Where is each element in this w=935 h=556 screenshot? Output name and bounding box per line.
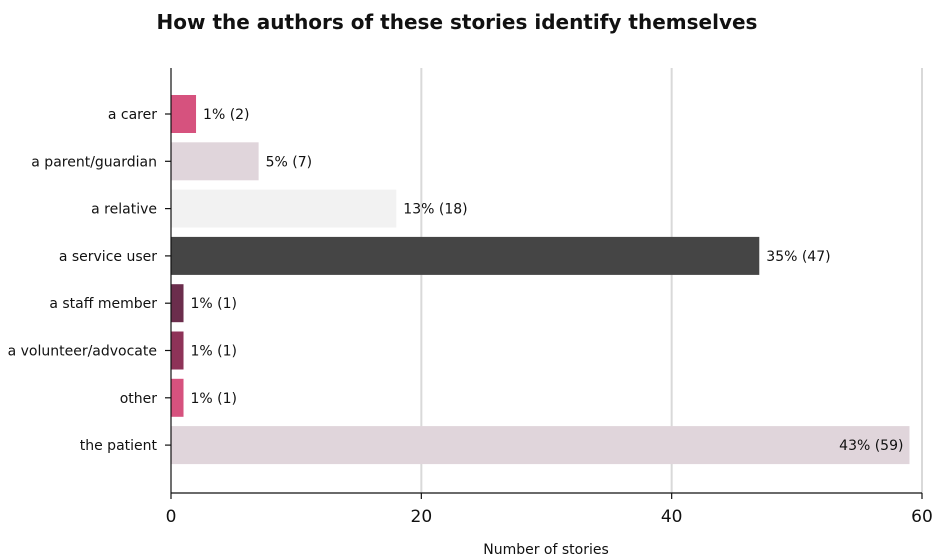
x-axis-title: Number of stories: [483, 542, 609, 556]
category-label: a relative: [91, 202, 157, 218]
chart-title: How the authors of these stories identif…: [157, 10, 758, 34]
category-label: the patient: [80, 438, 158, 454]
x-tick-label: 60: [911, 507, 933, 527]
data-label: 13% (18): [403, 202, 467, 218]
bar: [171, 95, 197, 133]
data-label: 1% (1): [191, 391, 238, 407]
category-label: a parent/guardian: [31, 154, 157, 170]
bar: [171, 236, 760, 275]
grid-lines: [420, 68, 923, 493]
category-label: a service user: [59, 249, 157, 265]
data-label: 1% (2): [203, 107, 250, 123]
category-label: a carer: [108, 107, 157, 123]
x-tick-label: 0: [166, 507, 177, 527]
category-label: a staff member: [49, 296, 157, 312]
category-label: other: [120, 391, 158, 407]
data-label: 35% (47): [766, 249, 830, 265]
bar: [171, 142, 259, 181]
bar: [171, 331, 184, 370]
data-label: 1% (1): [191, 344, 238, 360]
bar: [171, 189, 397, 228]
x-tick-label: 20: [411, 507, 433, 527]
data-label: 5% (7): [266, 154, 313, 170]
bar: [171, 426, 910, 465]
y-axis-ticks: a carer a parent/guardian a relative a serv…: [8, 107, 171, 454]
category-label: a volunteer/advocate: [8, 344, 157, 360]
bar: [171, 284, 184, 323]
data-label: 1% (1): [191, 296, 238, 312]
bars: 1% (2) 5% (7) 13% (18) 35% (47) 1% (1) 1% (1)…: [171, 95, 910, 465]
bar: [171, 378, 184, 417]
x-tick-label: 40: [661, 507, 683, 527]
data-label: 43% (59): [839, 438, 903, 454]
x-axis-ticks: 0 20 40 60: [166, 493, 933, 527]
